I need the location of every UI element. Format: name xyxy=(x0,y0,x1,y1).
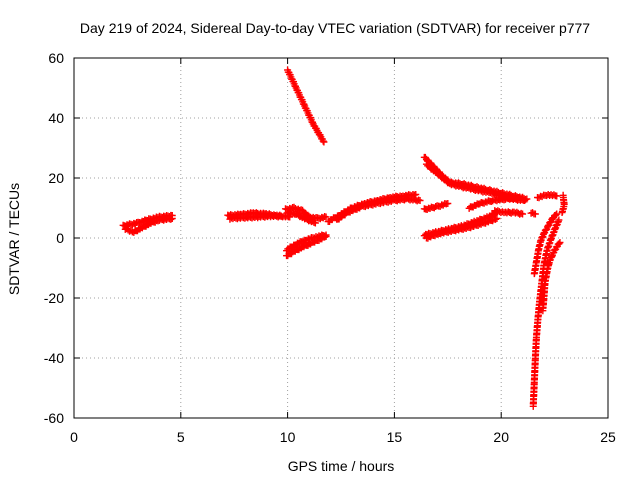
data-point xyxy=(303,236,311,244)
y-tick-label: -60 xyxy=(44,410,64,426)
data-point xyxy=(558,209,566,216)
data-segment xyxy=(491,207,527,218)
y-tick-label: 60 xyxy=(48,50,64,66)
x-tick-label: 5 xyxy=(177,429,185,445)
data-segment xyxy=(284,66,328,146)
y-tick-label: 40 xyxy=(48,110,64,126)
data-point xyxy=(306,235,314,243)
data-point xyxy=(167,215,175,223)
data-point xyxy=(319,137,327,145)
x-tick-label: 15 xyxy=(387,429,403,445)
data-point xyxy=(439,201,447,209)
x-tick-label: 25 xyxy=(600,429,616,445)
data-segment xyxy=(530,210,561,278)
data-segment xyxy=(420,200,452,214)
data-point xyxy=(552,211,560,219)
data-point xyxy=(322,213,330,221)
data-segment xyxy=(283,231,330,255)
data-point xyxy=(384,198,392,206)
y-tick-label: -20 xyxy=(44,290,64,306)
data-point xyxy=(387,197,395,205)
data-point xyxy=(492,215,500,223)
data-points xyxy=(119,66,568,410)
data-point xyxy=(322,231,330,239)
data-segment xyxy=(558,191,568,216)
data-point xyxy=(277,212,285,220)
data-segment xyxy=(284,208,319,227)
data-point xyxy=(556,239,564,246)
data-point xyxy=(553,192,561,200)
data-point xyxy=(416,197,424,204)
data-segment xyxy=(539,239,564,315)
data-point xyxy=(444,200,452,207)
data-point xyxy=(436,202,444,210)
data-point xyxy=(521,197,529,204)
y-tick-label: 0 xyxy=(56,230,64,246)
data-point xyxy=(538,193,546,201)
data-point xyxy=(310,234,318,242)
data-point xyxy=(555,240,563,248)
data-point xyxy=(514,194,522,201)
plot-frame xyxy=(73,57,609,419)
data-point xyxy=(513,194,521,202)
data-point xyxy=(483,188,491,196)
data-point xyxy=(519,210,527,218)
data-segment xyxy=(465,193,522,212)
data-segment xyxy=(422,215,501,242)
data-point xyxy=(168,215,176,222)
y-tick-label: -40 xyxy=(44,350,64,366)
data-point xyxy=(493,215,501,222)
data-point xyxy=(555,216,563,224)
data-segment xyxy=(226,212,285,223)
data-segment xyxy=(527,209,539,218)
x-tick-label: 0 xyxy=(70,429,78,445)
axis-ticks: 0 5 10 15 20 25 -60 -40 -20 0 20 40 60 xyxy=(44,50,616,445)
data-segment xyxy=(333,194,424,223)
data-point xyxy=(311,219,319,227)
data-point xyxy=(531,210,539,218)
x-tick-label: 10 xyxy=(280,429,296,445)
data-point xyxy=(553,210,561,218)
x-tick-label: 20 xyxy=(493,429,509,445)
data-segment xyxy=(534,191,561,202)
data-point xyxy=(321,232,329,240)
y-tick-label: 20 xyxy=(48,170,64,186)
x-axis-label: GPS time / hours xyxy=(288,458,395,474)
data-point xyxy=(376,200,384,208)
grid xyxy=(74,58,608,418)
chart-title: Day 219 of 2024, Sidereal Day-to-day VTE… xyxy=(80,20,590,36)
data-point xyxy=(535,194,543,202)
data-point xyxy=(320,138,328,146)
data-segment xyxy=(121,214,176,236)
y-axis-label: SDTVAR / TECUs xyxy=(6,183,22,295)
